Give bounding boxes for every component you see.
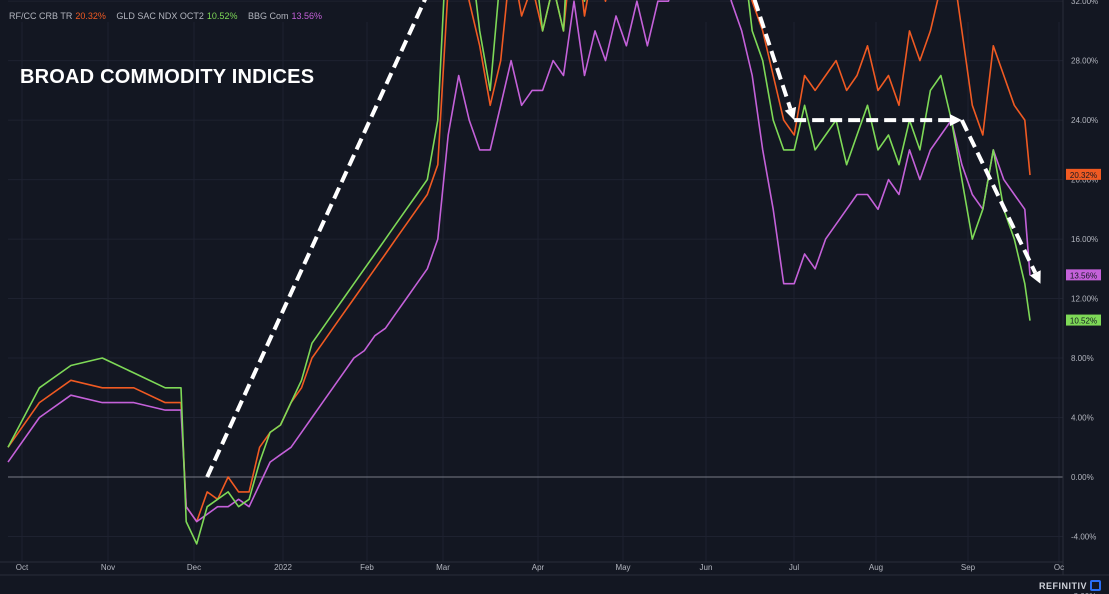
trend-arrow-line (752, 0, 793, 110)
series-line (7, 0, 1031, 523)
last-value-badge (1066, 168, 1101, 180)
x-tick-label: Aug (869, 563, 883, 572)
y-tick-label: -4.00% (1071, 532, 1096, 541)
legend: RF/CC CRB TR 20.32% GLD SAC NDX OCT2 10.52… (9, 11, 330, 21)
y-tick-label: 12.00% (1071, 295, 1098, 304)
series-line (7, 0, 1031, 545)
x-tick-label: Feb (360, 563, 374, 572)
x-tick-label: Jul (789, 563, 799, 572)
last-value-label: 20.32% (1070, 171, 1097, 180)
y-tick-label: 4.00% (1071, 414, 1094, 423)
legend-item-crb: RF/CC CRB TR 20.32% (9, 11, 106, 21)
x-tick-label: Apr (532, 563, 545, 572)
chart-title: BROAD COMMODITY INDICES (20, 66, 315, 88)
trend-arrow-head (784, 106, 797, 121)
y-tick-label: 20.00% (1071, 176, 1098, 185)
last-value-label: 10.52% (1070, 317, 1097, 326)
refinitiv-logo: REFINITIV (1038, 581, 1087, 591)
x-tick-label: Sep (961, 563, 976, 572)
refinitiv-mark-icon (1090, 580, 1101, 591)
trend-arrow-head (949, 114, 962, 127)
y-tick-label: 0.00% (1071, 473, 1094, 482)
trend-arrow-head (1029, 270, 1041, 284)
last-value-label: 13.56% (1070, 271, 1097, 280)
x-tick-label: Oct (16, 563, 29, 572)
y-tick-label: 24.00% (1071, 116, 1098, 125)
x-tick-label: Dec (187, 563, 201, 572)
x-tick-label: Oc (1054, 563, 1064, 572)
x-tick-label: Mar (436, 563, 450, 572)
y-tick-label: 32.00% (1071, 0, 1098, 6)
y-tick-label: -8.00% (1071, 592, 1096, 594)
x-tick-label: May (615, 563, 630, 572)
legend-item-bbg: BBG Com 13.56% (247, 11, 323, 21)
x-tick-label: 2022 (274, 563, 292, 572)
series-line (7, 0, 1031, 523)
y-tick-label: 16.00% (1071, 235, 1098, 244)
y-tick-label: 28.00% (1071, 57, 1098, 66)
last-value-badge (1066, 269, 1101, 281)
last-value-badge (1066, 314, 1101, 326)
legend-item-gld: GLD SAC NDX OCT2 10.52% (116, 11, 238, 21)
x-tick-label: Nov (101, 563, 115, 572)
trend-arrow-line (205, 0, 427, 478)
y-tick-label: 8.00% (1071, 354, 1094, 363)
trend-arrow-line (960, 119, 1038, 274)
x-tick-label: Jun (700, 563, 713, 572)
